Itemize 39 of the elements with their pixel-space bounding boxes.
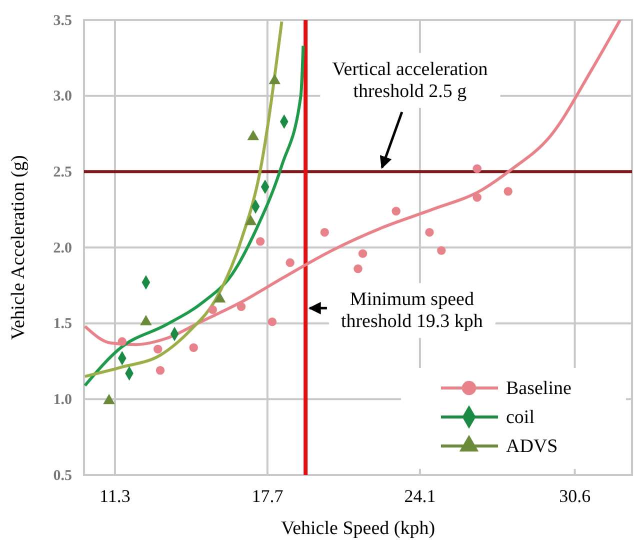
point — [153, 344, 162, 354]
y-tick-label: 3.0 — [53, 88, 72, 105]
line-series — [84, 44, 305, 388]
x-axis-title: Vehicle Speed (kph) — [280, 518, 436, 539]
point — [156, 366, 165, 375]
y-tick-label: 3.5 — [53, 12, 72, 29]
point — [472, 193, 482, 202]
ref-line-label: Vertical acceleration threshold 2.5 g — [332, 59, 488, 102]
point — [504, 187, 512, 196]
x-tick-label: 11.3 — [100, 486, 130, 506]
legend-label: ADVS — [506, 436, 558, 457]
y-tick-label: 0.5 — [53, 468, 72, 484]
y-tick-label: 1.5 — [53, 316, 72, 332]
point — [437, 246, 446, 255]
x-tick-label: 24.1 — [404, 486, 436, 506]
point — [472, 164, 482, 173]
line-series — [84, 20, 284, 378]
point — [320, 228, 330, 237]
y-tick-label: 2.5 — [53, 164, 72, 180]
point — [189, 343, 198, 352]
y-tick-label: 2.0 — [53, 240, 72, 256]
point — [256, 237, 265, 246]
ref-line-label: Minimum speed threshold 19.3 kph — [340, 289, 484, 332]
point — [286, 258, 294, 268]
point — [354, 264, 362, 274]
point — [268, 317, 277, 326]
point — [208, 305, 218, 314]
point — [236, 302, 246, 312]
point — [358, 249, 368, 258]
legend-label: Baseline — [506, 378, 572, 399]
y-tick-label: 1.0 — [53, 392, 72, 408]
legend-label: coil — [506, 407, 534, 428]
y-axis-title: Vehicle Acceleration (g) — [8, 155, 29, 340]
point — [425, 228, 434, 237]
x-tick-label: 17.7 — [252, 486, 284, 506]
point — [392, 206, 400, 216]
line-series — [84, 20, 622, 346]
point — [118, 337, 126, 346]
x-tick-label: 30.6 — [559, 486, 591, 506]
